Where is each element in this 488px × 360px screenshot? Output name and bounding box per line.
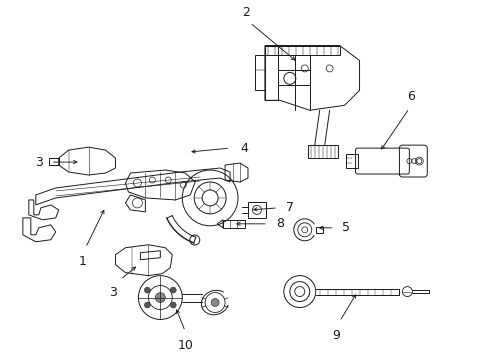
- Circle shape: [144, 287, 150, 293]
- Text: 8: 8: [275, 217, 284, 230]
- Circle shape: [170, 287, 176, 293]
- Text: 6: 6: [407, 90, 414, 103]
- Circle shape: [189, 235, 200, 245]
- Text: 2: 2: [242, 6, 249, 19]
- Text: 7: 7: [285, 201, 293, 215]
- Text: 3: 3: [109, 285, 117, 298]
- Circle shape: [170, 302, 176, 308]
- Text: 10: 10: [177, 339, 193, 352]
- Circle shape: [144, 302, 150, 308]
- Text: 1: 1: [79, 255, 86, 268]
- Text: 4: 4: [240, 141, 247, 155]
- Text: 3: 3: [35, 156, 42, 168]
- Text: 5: 5: [341, 221, 349, 234]
- Circle shape: [211, 298, 219, 306]
- Text: 9: 9: [332, 329, 340, 342]
- Circle shape: [155, 293, 165, 302]
